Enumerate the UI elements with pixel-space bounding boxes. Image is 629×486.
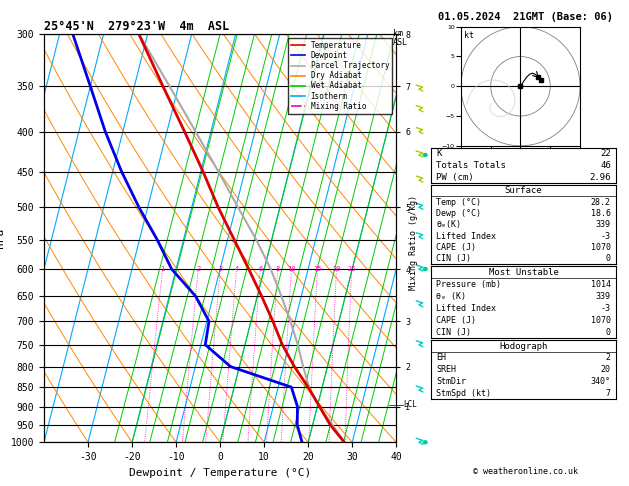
Text: 3: 3 <box>218 266 223 273</box>
Text: 4: 4 <box>235 266 238 273</box>
Text: 339: 339 <box>596 292 611 301</box>
Text: 20: 20 <box>332 266 341 273</box>
Text: θₑ (K): θₑ (K) <box>437 292 467 301</box>
Text: StmSpd (kt): StmSpd (kt) <box>437 389 491 398</box>
Text: θₑ(K): θₑ(K) <box>437 220 462 229</box>
Text: Mixing Ratio (g/kg): Mixing Ratio (g/kg) <box>409 195 418 291</box>
Text: CAPE (J): CAPE (J) <box>437 316 476 325</box>
Text: 25°45'N  279°23'W  4m  ASL: 25°45'N 279°23'W 4m ASL <box>44 20 230 33</box>
Y-axis label: hPa: hPa <box>0 228 5 248</box>
Text: CIN (J): CIN (J) <box>437 328 471 337</box>
Text: © weatheronline.co.uk: © weatheronline.co.uk <box>473 467 577 476</box>
Text: 1070: 1070 <box>591 316 611 325</box>
Text: Dewp (°C): Dewp (°C) <box>437 209 481 218</box>
Text: -3: -3 <box>601 304 611 313</box>
Text: km
ASL: km ASL <box>393 29 408 47</box>
X-axis label: Dewpoint / Temperature (°C): Dewpoint / Temperature (°C) <box>129 468 311 478</box>
Text: Surface: Surface <box>505 186 542 195</box>
Text: 28.2: 28.2 <box>591 198 611 207</box>
Text: 1070: 1070 <box>591 243 611 252</box>
Text: K: K <box>437 149 442 158</box>
Text: 10: 10 <box>287 266 296 273</box>
Text: 0: 0 <box>606 254 611 263</box>
Text: 1: 1 <box>160 266 165 273</box>
Text: EH: EH <box>437 353 447 363</box>
Text: SREH: SREH <box>437 365 457 374</box>
Text: 18.6: 18.6 <box>591 209 611 218</box>
Text: kt: kt <box>464 32 474 40</box>
Text: Pressure (mb): Pressure (mb) <box>437 280 501 289</box>
Text: CIN (J): CIN (J) <box>437 254 471 263</box>
Text: Lifted Index: Lifted Index <box>437 232 496 241</box>
Legend: Temperature, Dewpoint, Parcel Trajectory, Dry Adiabat, Wet Adiabat, Isotherm, Mi: Temperature, Dewpoint, Parcel Trajectory… <box>288 38 392 114</box>
Text: StmDir: StmDir <box>437 377 467 386</box>
Text: Lifted Index: Lifted Index <box>437 304 496 313</box>
Text: 46: 46 <box>600 161 611 170</box>
Text: 20: 20 <box>601 365 611 374</box>
Text: 7: 7 <box>606 389 611 398</box>
Text: Most Unstable: Most Unstable <box>489 268 559 277</box>
Text: 340°: 340° <box>591 377 611 386</box>
Text: 01.05.2024  21GMT (Base: 06): 01.05.2024 21GMT (Base: 06) <box>438 12 613 22</box>
Text: Hodograph: Hodograph <box>499 342 548 350</box>
Text: 6: 6 <box>258 266 262 273</box>
Text: Temp (°C): Temp (°C) <box>437 198 481 207</box>
Text: 0: 0 <box>606 328 611 337</box>
Text: 25: 25 <box>347 266 356 273</box>
Text: -3: -3 <box>601 232 611 241</box>
Text: 339: 339 <box>596 220 611 229</box>
Text: Totals Totals: Totals Totals <box>437 161 506 170</box>
Text: 2: 2 <box>196 266 201 273</box>
Text: 2.96: 2.96 <box>589 173 611 182</box>
Text: PW (cm): PW (cm) <box>437 173 474 182</box>
Text: 15: 15 <box>313 266 321 273</box>
Text: 2: 2 <box>606 353 611 363</box>
Text: 1014: 1014 <box>591 280 611 289</box>
Text: 22: 22 <box>600 149 611 158</box>
Text: 8: 8 <box>276 266 280 273</box>
Text: CAPE (J): CAPE (J) <box>437 243 476 252</box>
Text: LCL: LCL <box>403 400 417 409</box>
